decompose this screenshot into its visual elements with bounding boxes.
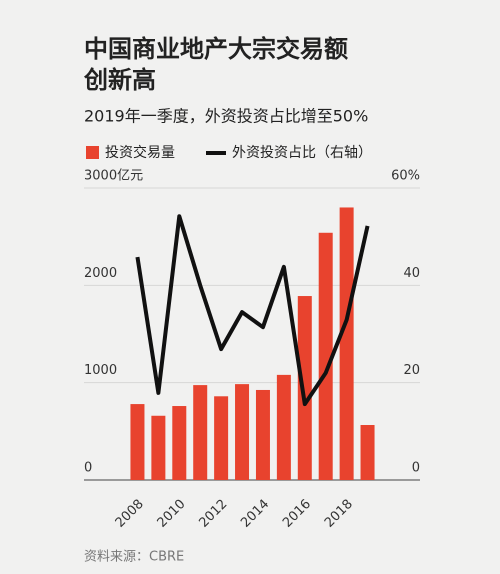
- bar: [318, 232, 333, 480]
- bar: [151, 415, 166, 480]
- bar: [255, 389, 270, 480]
- bar: [235, 384, 250, 480]
- y-tick-label: 0: [84, 461, 92, 476]
- chart-title: 创新高: [83, 66, 156, 94]
- y-tick-label: 2000: [84, 266, 117, 281]
- bar: [172, 406, 187, 480]
- legend-label: 外资投资占比（右轴）: [232, 145, 372, 161]
- y2-tick-label: 60%: [391, 169, 420, 184]
- y-tick-label: 3000亿元: [84, 169, 143, 184]
- bar: [297, 296, 312, 480]
- chart-title: 中国商业地产大宗交易额: [84, 35, 348, 63]
- y2-tick-label: 0: [412, 461, 420, 476]
- bar: [276, 374, 291, 480]
- source: 资料来源：CBRE: [84, 550, 184, 565]
- legend-label: 投资交易量: [105, 144, 175, 161]
- y2-tick-label: 40: [403, 266, 420, 281]
- chart-subtitle: 2019年一季度，外资投资占比增至50%: [84, 107, 368, 126]
- y2-tick-label: 20: [403, 363, 420, 378]
- bar: [339, 207, 354, 480]
- bar: [214, 396, 229, 480]
- bar: [360, 425, 375, 480]
- y-tick-label: 1000: [84, 363, 117, 378]
- bar: [193, 385, 208, 480]
- legend-swatch: [86, 146, 99, 159]
- line: [135, 214, 370, 407]
- bar: [130, 404, 145, 480]
